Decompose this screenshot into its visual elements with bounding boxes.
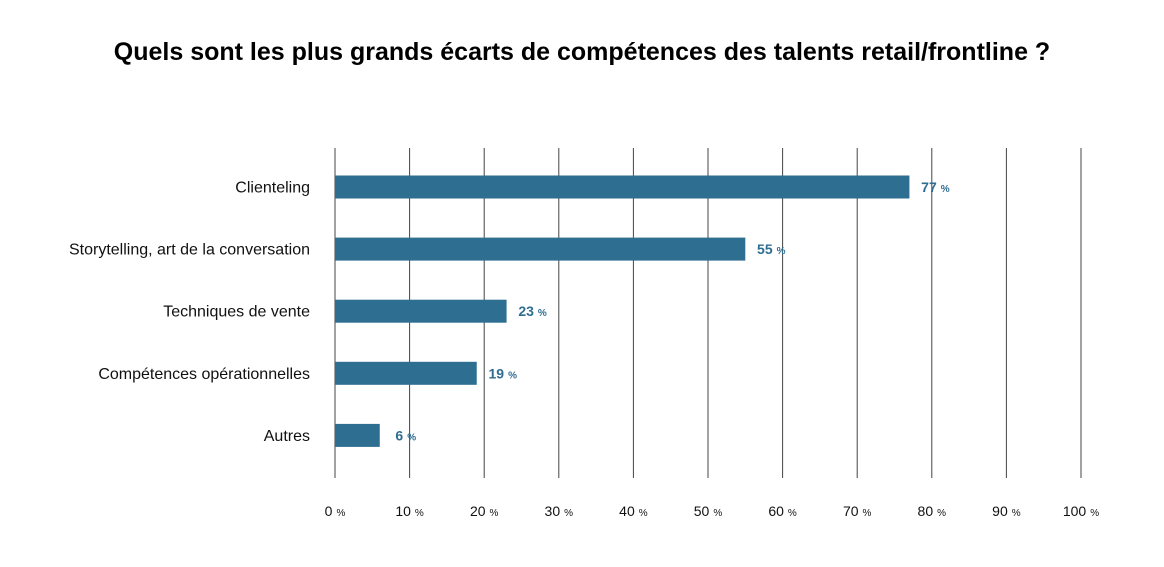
- bars: [335, 175, 910, 447]
- bar-4: [335, 423, 380, 447]
- x-axis-ticks: 0% 10% 20% 30% 40% 50% 60% 70% 80% 90% 100%: [325, 503, 1100, 519]
- value-labels: 77 % 55 % 23 % 19 % 6%: [395, 179, 949, 443]
- category-label-2: Techniques de vente: [163, 304, 310, 321]
- x-tick-label-80: 80%: [918, 503, 947, 519]
- category-label-0: Clienteling: [235, 180, 310, 197]
- value-label-2: 23%: [518, 303, 547, 319]
- value-label-4: 6%: [395, 427, 416, 443]
- x-tick-label-30: 30%: [545, 503, 574, 519]
- x-tick-label-20: 20%: [470, 503, 499, 519]
- chart-title: Quels sont les plus grands écarts de com…: [113, 38, 1051, 66]
- x-tick-label-70: 70%: [843, 503, 872, 519]
- value-label-1: 55%: [757, 241, 786, 257]
- bar-0: [335, 175, 910, 199]
- bar-1: [335, 237, 746, 261]
- x-tick-label-10: 10%: [395, 503, 424, 519]
- value-label-3: 19%: [488, 365, 517, 381]
- x-tick-label-40: 40%: [619, 503, 648, 519]
- x-tick-label-0: 0%: [325, 503, 346, 519]
- category-label-4: Autres: [264, 428, 310, 445]
- x-tick-label-100: 100%: [1063, 503, 1099, 519]
- bar-3: [335, 361, 477, 385]
- x-tick-label-90: 90%: [992, 503, 1021, 519]
- category-label-1: Storytelling, art de la conversation: [69, 242, 310, 259]
- x-tick-label-60: 60%: [768, 503, 797, 519]
- x-tick-label-50: 50%: [694, 503, 723, 519]
- bar-2: [335, 299, 507, 323]
- category-labels: Clienteling Storytelling, art de la conve…: [69, 180, 310, 445]
- category-label-3: Compétences opérationnelles: [98, 366, 310, 383]
- value-label-0: 77%: [921, 179, 950, 195]
